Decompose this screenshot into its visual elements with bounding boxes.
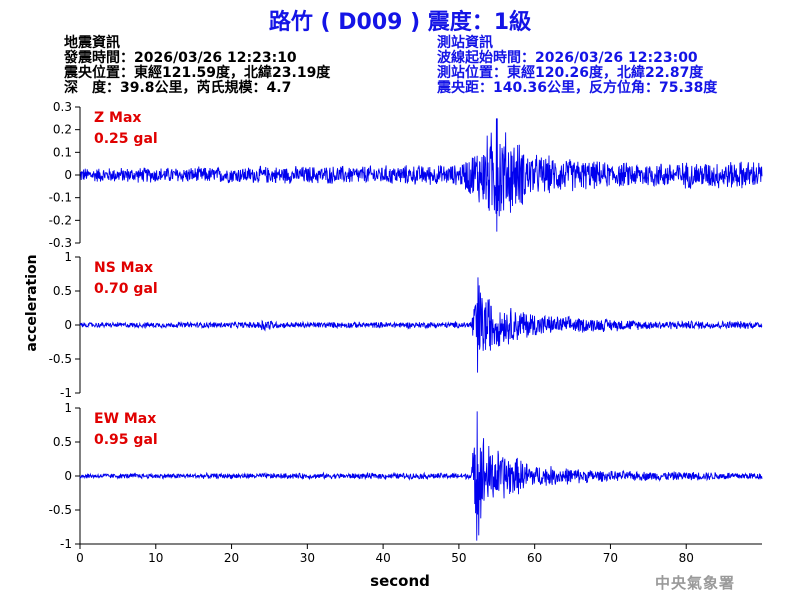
x-tick-label: 60 [527, 551, 542, 565]
x-tick-label: 20 [224, 551, 239, 565]
waveform-ns [79, 277, 763, 373]
waveform-ew [79, 411, 763, 541]
station-title: 路竹 ( D009 ) 震度：1級 [268, 10, 532, 35]
max-value-ns: 0.70 gal [94, 281, 158, 297]
earthquake-info-block: 地震資訊 發震時間：2026/03/26 12:23:10 震央位置：東經121… [64, 36, 330, 96]
station-location: 測站位置：東經120.26度，北緯22.87度 [437, 65, 704, 81]
max-label-ew: EW Max [94, 411, 156, 427]
y-tick-label-ew: 0.5 [53, 435, 72, 449]
y-tick-label-ns: 1 [64, 250, 72, 264]
depth-magnitude: 深 度：39.8公里，芮氏規模：4.7 [64, 80, 292, 96]
x-tick-label: 80 [679, 551, 694, 565]
epicenter-location: 震央位置：東經121.59度，北緯23.19度 [64, 65, 331, 81]
y-tick-label-ns: -1 [60, 386, 72, 400]
x-tick-label: 30 [300, 551, 315, 565]
station-info-block: 測站資訊 波線起始時間：2026/03/26 12:23:00 測站位置：東經1… [437, 36, 717, 96]
y-tick-label-ew: 1 [64, 401, 72, 415]
y-tick-label-z: 0.1 [53, 145, 72, 159]
y-tick-label-z: 0.3 [53, 100, 72, 114]
x-tick-label: 0 [76, 551, 84, 565]
x-tick-label: 10 [148, 551, 163, 565]
y-tick-label-ns: 0 [64, 318, 72, 332]
max-value-ew: 0.95 gal [94, 432, 158, 448]
origin-time: 發震時間：2026/03/26 12:23:10 [64, 50, 297, 66]
y-axis-label: acceleration [24, 254, 40, 352]
y-tick-label-z: 0.2 [53, 123, 72, 137]
y-tick-label-ns: -0.5 [49, 352, 72, 366]
x-tick-label: 40 [375, 551, 390, 565]
y-tick-label-ew: -1 [60, 537, 72, 551]
max-label-z: Z Max [94, 110, 141, 126]
y-tick-label-ew: 0 [64, 469, 72, 483]
y-tick-label-z: 0 [64, 168, 72, 182]
earthquake-info-heading: 地震資訊 [64, 35, 120, 51]
x-axis-label: second [370, 572, 430, 590]
y-tick-label-ns: 0.5 [53, 284, 72, 298]
waveform-start-time: 波線起始時間：2026/03/26 12:23:00 [437, 50, 698, 66]
x-tick-label: 70 [603, 551, 618, 565]
max-label-ns: NS Max [94, 260, 153, 276]
x-tick-label: 50 [451, 551, 466, 565]
y-tick-label-z: -0.1 [49, 191, 72, 205]
epicentral-distance: 震央距：140.36公里，反方位角：75.38度 [437, 80, 718, 96]
y-tick-label-z: -0.2 [49, 213, 72, 227]
agency-watermark: 中央氣象署 [655, 574, 736, 592]
y-tick-label-z: -0.3 [49, 236, 72, 250]
y-tick-label-ew: -0.5 [49, 503, 72, 517]
max-value-z: 0.25 gal [94, 131, 158, 147]
station-info-heading: 測站資訊 [437, 35, 493, 51]
waveform-z [79, 118, 763, 232]
